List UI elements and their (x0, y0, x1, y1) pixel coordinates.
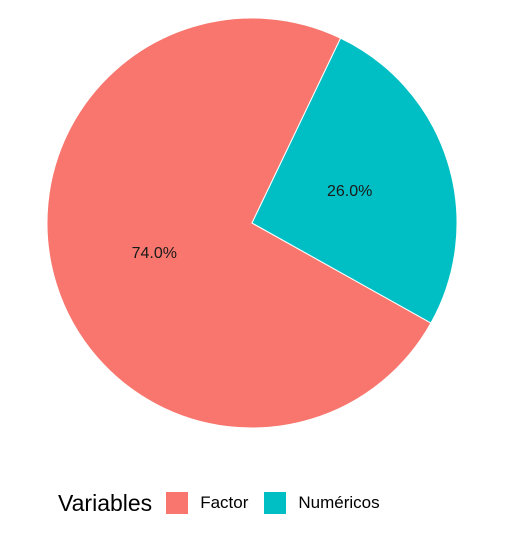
legend: Variables Factor Numéricos (58, 486, 396, 520)
legend-item-numericos: Numéricos (264, 492, 380, 514)
legend-label-numericos: Numéricos (298, 493, 380, 512)
legend-key-numericos (264, 492, 287, 514)
pie-slice-numericos (251, 37, 458, 324)
legend-title: Variables (58, 489, 153, 516)
pie-chart: 74.0% 26.0% (46, 17, 458, 429)
legend-key-factor (166, 492, 189, 514)
pie-label-numericos: 26.0% (327, 183, 372, 200)
pie-slice-factor (46, 17, 432, 429)
pie-slices (46, 17, 458, 429)
legend-label-factor: Factor (200, 493, 249, 512)
legend-item-factor: Factor (166, 492, 248, 514)
pie-label-factor: 74.0% (132, 245, 177, 262)
pie-labels: 74.0% 26.0% (132, 183, 373, 262)
